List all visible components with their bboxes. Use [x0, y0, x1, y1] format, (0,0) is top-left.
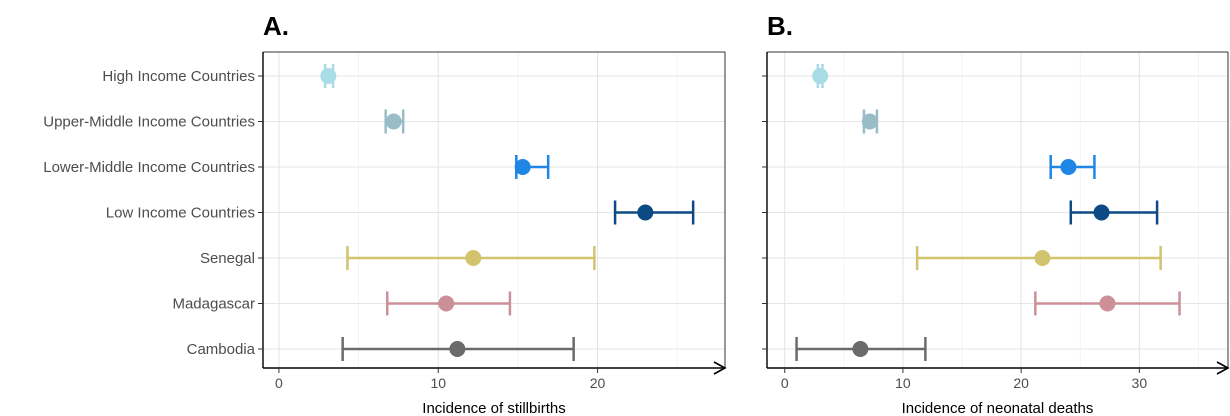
y-tick-label-senegal: Senegal	[200, 250, 255, 267]
point-marker	[852, 341, 869, 357]
x-tick-label: 10	[430, 375, 446, 391]
y-tick-label-lower-middle-income-countries: Lower-Middle Income Countries	[43, 159, 255, 176]
point-marker	[449, 341, 466, 357]
point-upper-middle-income-countries-a	[384, 109, 405, 134]
point-marker	[1060, 159, 1077, 175]
y-tick-label-high-income-countries: High Income Countries	[102, 68, 255, 85]
point-marker	[465, 250, 482, 266]
y-tick-label-upper-middle-income-countries: Upper-Middle Income Countries	[43, 114, 255, 131]
point-marker	[1034, 250, 1051, 266]
x-tick-label: 20	[590, 375, 606, 391]
point-marker	[385, 113, 402, 130]
point-marker	[320, 68, 337, 84]
y-tick-label-cambodia: Cambodia	[187, 341, 256, 358]
x-axis-arrow-icon	[713, 361, 727, 375]
panel-a-label: A.	[263, 11, 289, 41]
point-upper-middle-income-countries-b	[861, 109, 879, 134]
point-high-income-countries-b	[812, 64, 829, 88]
x-tick-label: 0	[781, 375, 789, 391]
point-lower-middle-income-countries-a	[514, 155, 550, 179]
x-axis-title-a: Incidence of stillbirths	[422, 400, 565, 416]
point-lower-middle-income-countries-b	[1049, 155, 1096, 179]
point-marker	[1093, 204, 1110, 221]
x-axis-title-b: Incidence of neonatal deaths	[902, 400, 1094, 416]
point-high-income-countries-a	[320, 64, 337, 88]
point-senegal-b	[915, 246, 1162, 270]
y-tick-label-low-income-countries: Low Income Countries	[106, 205, 255, 222]
point-madagascar-b	[1034, 291, 1181, 316]
point-cambodia-b	[795, 337, 927, 361]
point-senegal-a	[346, 246, 596, 270]
point-marker	[1099, 295, 1116, 312]
point-marker	[861, 113, 878, 130]
panel-b: B. 0 10 20 30 Incidence of neonatal deaths	[762, 11, 1230, 416]
point-marker	[514, 159, 531, 175]
point-low-income-countries-b	[1069, 200, 1159, 225]
point-marker	[438, 295, 455, 312]
point-marker	[637, 204, 654, 221]
x-tick-label: 0	[275, 375, 283, 391]
x-tick-label: 20	[1013, 375, 1029, 391]
x-tick-label: 10	[895, 375, 911, 391]
point-marker	[812, 68, 829, 84]
x-tick-label: 30	[1132, 375, 1148, 391]
panel-b-label: B.	[767, 11, 793, 41]
panel-a: A. High Income Countries Upper-Middle Inco…	[43, 11, 727, 416]
y-tick-label-madagascar: Madagascar	[172, 296, 255, 313]
point-madagascar-a	[386, 291, 512, 316]
point-low-income-countries-a	[613, 200, 695, 225]
x-axis-arrow-icon	[1216, 361, 1230, 375]
point-cambodia-a	[341, 337, 575, 361]
